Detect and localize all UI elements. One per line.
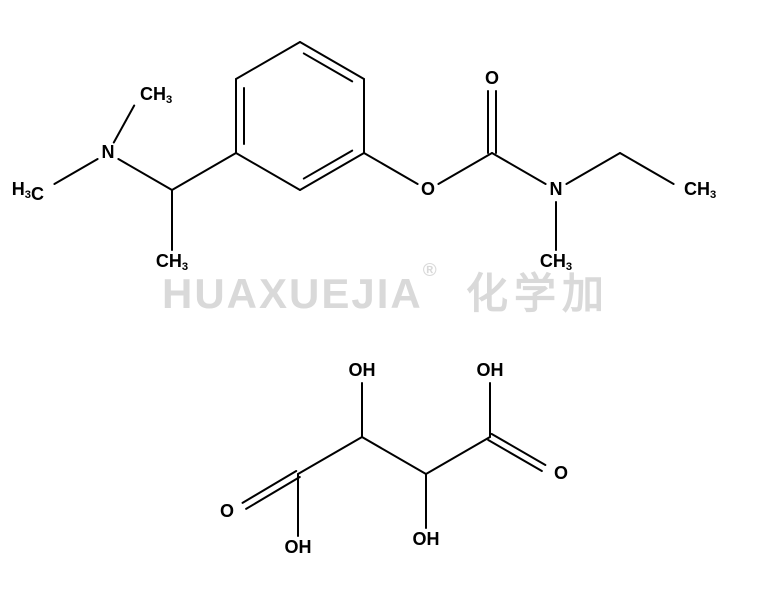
atom-label: CH3 <box>540 251 572 273</box>
atom-label: CH3 <box>156 251 188 273</box>
atom-label: OH <box>285 537 312 557</box>
atom-label: O <box>421 179 435 199</box>
molecule-diagram: N CH3 H3C CH3 O O N CH3 CH3 O OH OH OH OH O <box>0 0 772 600</box>
atom-label: N <box>102 142 115 162</box>
atom-label: OH <box>413 529 440 549</box>
atom-label: O <box>554 463 568 483</box>
atom-label: O <box>485 68 499 88</box>
atom-label: H3C <box>12 179 44 204</box>
atom-label: O <box>220 501 234 521</box>
atom-label: CH3 <box>140 84 172 106</box>
atom-label: OH <box>349 360 376 380</box>
atom-label: N <box>550 179 563 199</box>
atom-label: OH <box>477 360 504 380</box>
atom-label: CH3 <box>684 179 716 201</box>
